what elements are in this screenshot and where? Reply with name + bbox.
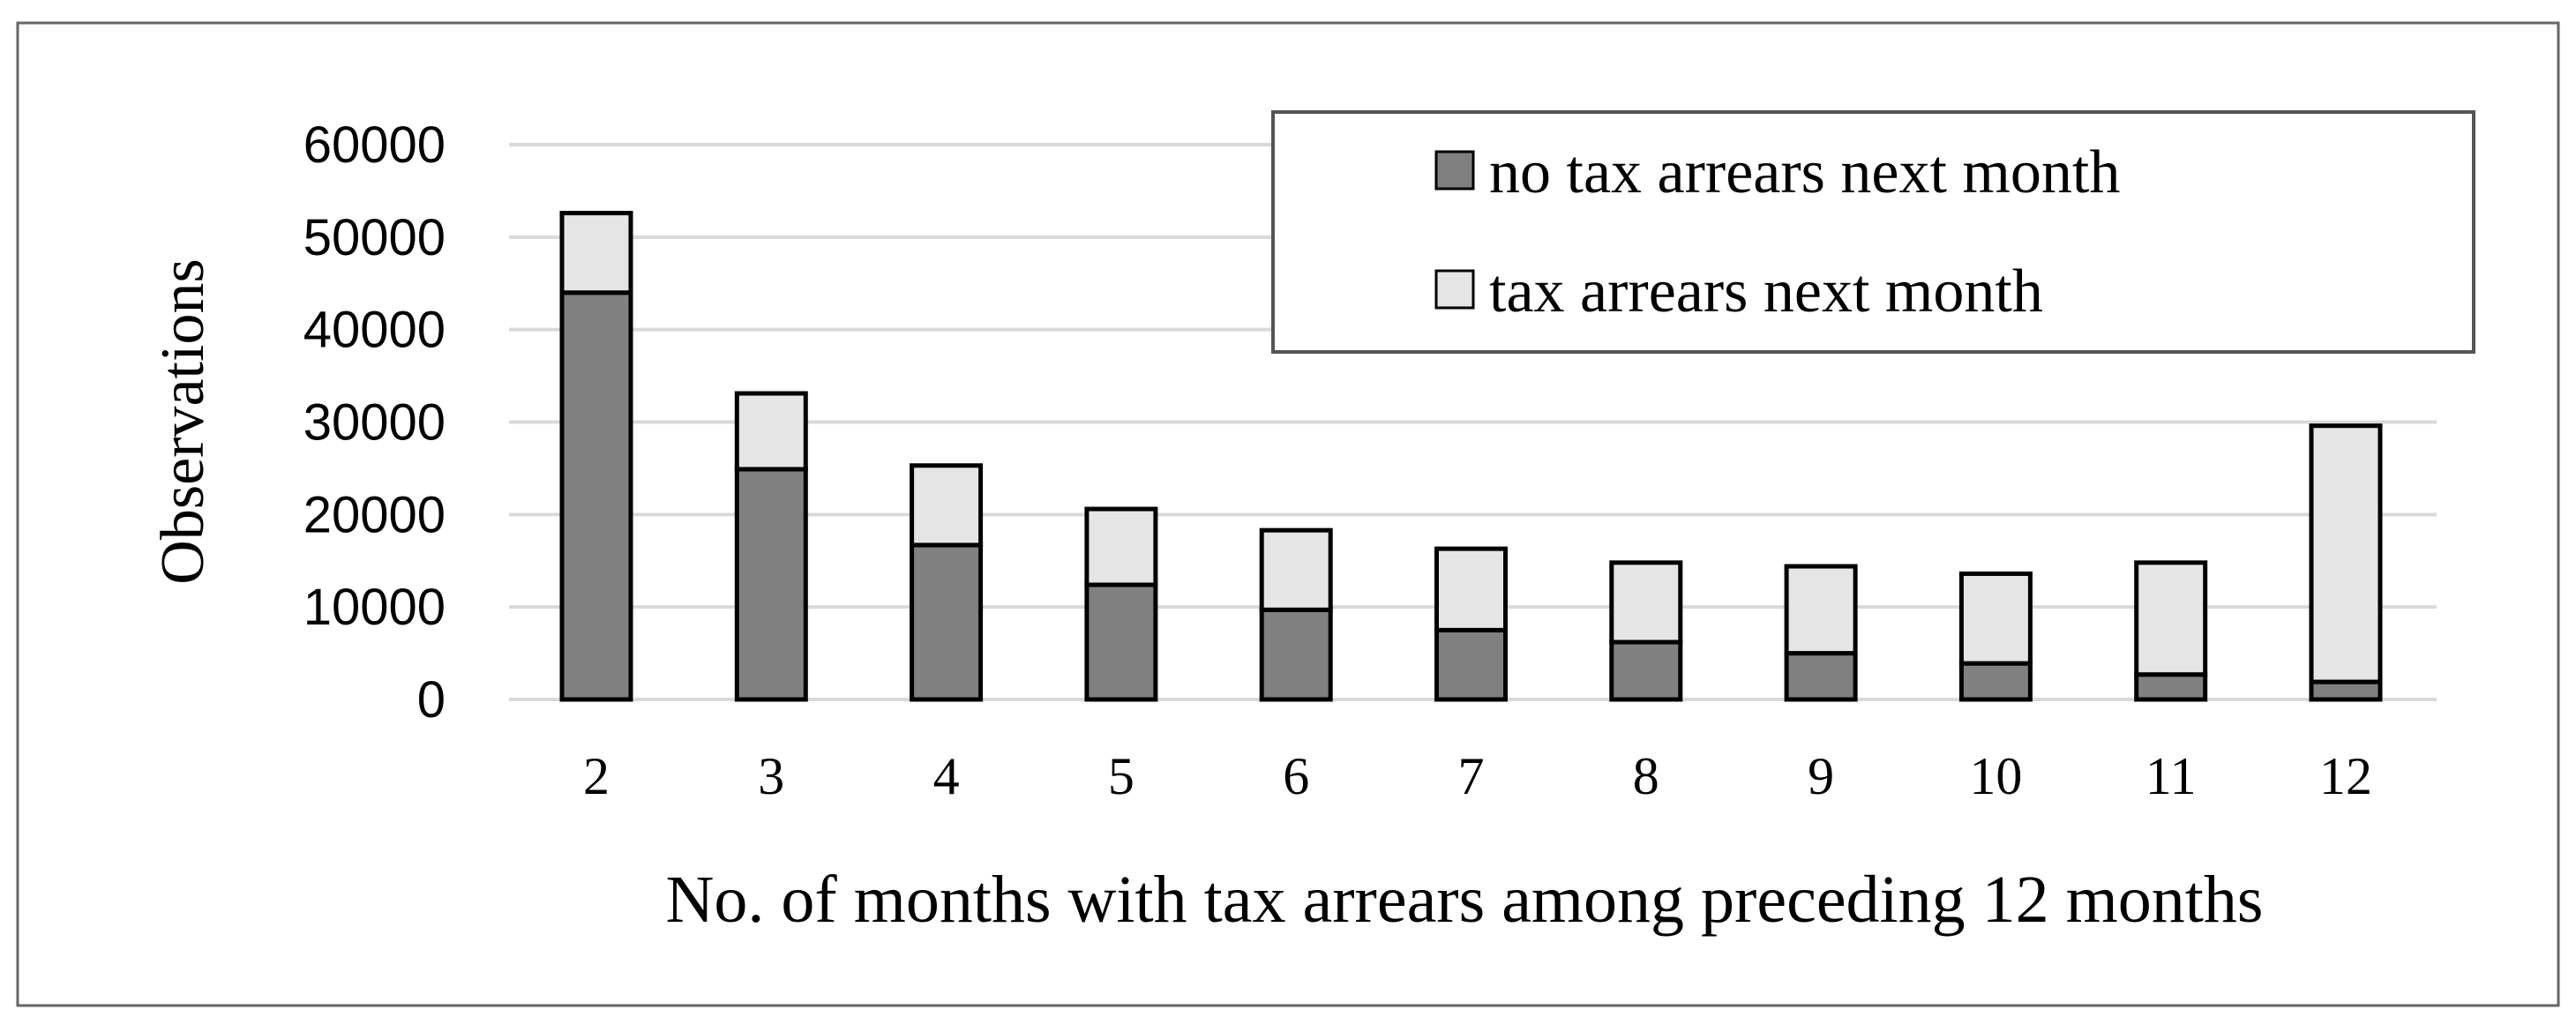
bar-segment-no-arrears-8: [1609, 639, 1683, 702]
bar-segment-no-arrears-4: [910, 542, 984, 702]
y-tick-label: 60000: [303, 116, 446, 174]
bar-segment-arrears-3: [734, 391, 808, 472]
legend-swatch-arrears: [1434, 269, 1475, 310]
legend-label-arrears: tax arrears next month: [1489, 258, 2043, 325]
bar-segment-arrears-7: [1434, 546, 1508, 632]
y-tick-label: 10000: [303, 579, 446, 636]
bar-segment-arrears-4: [910, 463, 984, 548]
bars: [559, 211, 2383, 702]
y-tick-label: 30000: [303, 394, 446, 452]
bar-segment-arrears-8: [1609, 560, 1683, 645]
y-axis-label: Observations: [149, 258, 217, 584]
bar-segment-no-arrears-12: [2309, 679, 2383, 702]
x-tick-label: 8: [1633, 747, 1659, 805]
bar-segment-no-arrears-3: [734, 467, 808, 702]
bar-segment-no-arrears-11: [2134, 672, 2208, 702]
x-tick-labels: 2 3 4 5 6 7 8 9 10 11 12: [583, 747, 2372, 805]
y-tick-label: 20000: [303, 486, 446, 543]
x-tick-label: 3: [758, 747, 784, 805]
bar-segment-arrears-9: [1784, 564, 1858, 656]
x-tick-label: 11: [2145, 747, 2197, 805]
y-tick-label: 0: [417, 671, 446, 729]
bar-segment-no-arrears-7: [1434, 627, 1508, 702]
bar-segment-arrears-12: [2309, 423, 2383, 684]
x-tick-label: 12: [2319, 747, 2372, 805]
x-tick-label: 6: [1283, 747, 1309, 805]
x-tick-label: 7: [1458, 747, 1485, 805]
x-tick-label: 2: [583, 747, 610, 805]
bar-segment-no-arrears-9: [1784, 651, 1858, 702]
bar-segment-arrears-2: [559, 211, 633, 295]
bar-segment-arrears-5: [1084, 506, 1158, 587]
x-tick-label: 10: [1969, 747, 2022, 805]
x-tick-label: 9: [1808, 747, 1834, 805]
bar-segment-no-arrears-5: [1084, 582, 1158, 702]
bar-segment-no-arrears-2: [559, 290, 633, 702]
bar-segment-no-arrears-10: [1958, 661, 2033, 702]
bar-segment-no-arrears-6: [1259, 607, 1333, 702]
legend-label-no-arrears: no tax arrears next month: [1489, 138, 2120, 206]
y-tick-label: 40000: [303, 302, 446, 359]
x-axis-label: No. of months with tax arrears among pre…: [666, 863, 2264, 937]
y-tick-label: 50000: [303, 209, 446, 266]
bar-segment-arrears-6: [1259, 527, 1333, 612]
bar-segment-arrears-10: [1958, 571, 2033, 666]
legend: no tax arrears next month tax arrears ne…: [1271, 110, 2475, 354]
legend-swatch-no-arrears: [1434, 150, 1475, 191]
y-tick-labels: 0 10000 20000 30000 40000 50000 60000: [303, 116, 446, 729]
x-tick-label: 4: [933, 747, 960, 805]
bar-segment-arrears-11: [2134, 560, 2208, 677]
x-tick-label: 5: [1108, 747, 1134, 805]
